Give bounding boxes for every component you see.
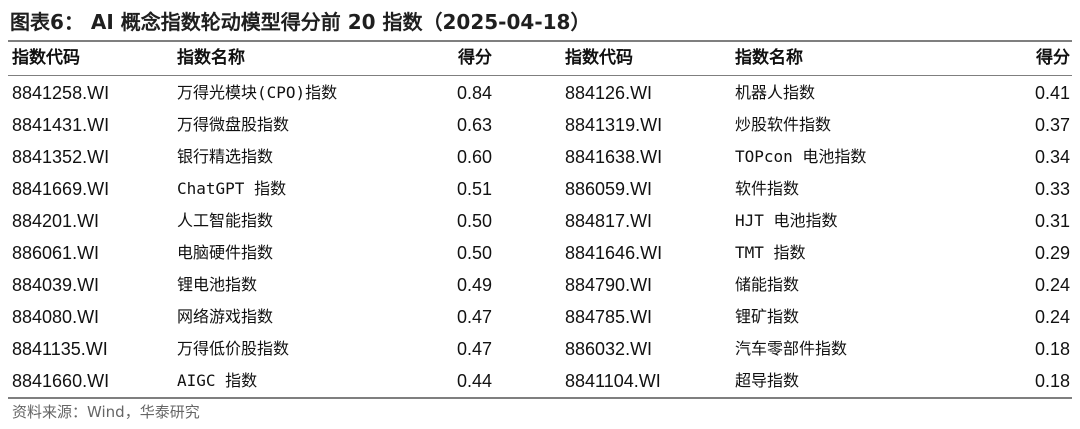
index-score: 0.60 xyxy=(456,147,492,167)
index-score: 0.44 xyxy=(456,371,492,391)
table-row: 8841135.WI 万得低价股指数 0.47 886032.WI 汽车零部件指… xyxy=(0,333,1080,365)
index-score: 0.31 xyxy=(1034,211,1070,231)
header-code-left: 指数代码 xyxy=(12,48,80,68)
index-name: 锂矿指数 xyxy=(735,307,800,326)
index-code: 8841431.WI xyxy=(12,115,110,135)
header-score-left: 得分 xyxy=(458,48,492,68)
index-score: 0.47 xyxy=(456,307,492,327)
table-bottom-rule xyxy=(8,397,1072,399)
table-row: 8841352.WI 银行精选指数 0.60 8841638.WI TOPcon… xyxy=(0,141,1080,173)
index-name: 机器人指数 xyxy=(735,83,816,102)
index-code: 884201.WI xyxy=(12,211,100,231)
index-score: 0.41 xyxy=(1034,83,1070,103)
index-score: 0.33 xyxy=(1034,179,1070,199)
index-score: 0.37 xyxy=(1034,115,1070,135)
index-name: 汽车零部件指数 xyxy=(735,339,848,358)
index-code: 886061.WI xyxy=(12,243,100,263)
index-name: 万得低价股指数 xyxy=(177,339,290,358)
index-code: 8841646.WI xyxy=(565,243,663,263)
index-name: 锂电池指数 xyxy=(177,275,258,294)
header-name-right: 指数名称 xyxy=(735,48,803,68)
index-code: 886059.WI xyxy=(565,179,653,199)
header-score-right: 得分 xyxy=(1036,48,1070,68)
index-score: 0.18 xyxy=(1034,339,1070,359)
source-note: 资料来源：Wind，华泰研究 xyxy=(12,403,200,421)
index-score: 0.49 xyxy=(456,275,492,295)
index-name: 人工智能指数 xyxy=(177,211,274,230)
index-score: 0.24 xyxy=(1034,275,1070,295)
index-name: 网络游戏指数 xyxy=(177,307,274,326)
table-row: 886061.WI 电脑硬件指数 0.50 8841646.WI TMT 指数 … xyxy=(0,237,1080,269)
index-name: 储能指数 xyxy=(735,275,800,294)
index-name: 软件指数 xyxy=(735,179,800,198)
table-header-rule xyxy=(8,75,1072,76)
index-code: 8841319.WI xyxy=(565,115,663,135)
table-row: 8841258.WI 万得光模块(CPO)指数 0.84 884126.WI 机… xyxy=(0,77,1080,109)
index-code: 8841669.WI xyxy=(12,179,110,199)
index-name: ChatGPT 指数 xyxy=(177,179,287,198)
index-score: 0.51 xyxy=(456,179,492,199)
index-name: HJT 电池指数 xyxy=(735,211,838,230)
header-name-left: 指数名称 xyxy=(177,48,245,68)
index-code: 8841258.WI xyxy=(12,83,110,103)
index-score: 0.50 xyxy=(456,243,492,263)
index-name: AIGC 指数 xyxy=(177,371,258,390)
index-score: 0.84 xyxy=(456,83,492,103)
index-name: TMT 指数 xyxy=(735,243,806,262)
index-code: 884790.WI xyxy=(565,275,653,295)
table-row: 884080.WI 网络游戏指数 0.47 884785.WI 锂矿指数 0.2… xyxy=(0,301,1080,333)
index-code: 884785.WI xyxy=(565,307,653,327)
index-code: 8841104.WI xyxy=(565,371,661,391)
index-code: 884126.WI xyxy=(565,83,653,103)
index-name: 万得光模块(CPO)指数 xyxy=(177,83,338,102)
table-row: 8841431.WI 万得微盘股指数 0.63 8841319.WI 炒股软件指… xyxy=(0,109,1080,141)
index-code: 8841638.WI xyxy=(565,147,663,167)
index-name: 超导指数 xyxy=(735,371,800,390)
table-top-rule xyxy=(8,40,1072,42)
index-code: 886032.WI xyxy=(565,339,653,359)
table-row: 884201.WI 人工智能指数 0.50 884817.WI HJT 电池指数… xyxy=(0,205,1080,237)
header-code-right: 指数代码 xyxy=(565,48,633,68)
index-score: 0.18 xyxy=(1034,371,1070,391)
index-score: 0.24 xyxy=(1034,307,1070,327)
index-name: 电脑硬件指数 xyxy=(177,243,274,262)
table-row: 8841669.WI ChatGPT 指数 0.51 886059.WI 软件指… xyxy=(0,173,1080,205)
index-code: 8841135.WI xyxy=(12,339,108,359)
index-code: 8841352.WI xyxy=(12,147,110,167)
table-row: 8841660.WI AIGC 指数 0.44 8841104.WI 超导指数 … xyxy=(0,365,1080,397)
index-score: 0.29 xyxy=(1034,243,1070,263)
table-row: 884039.WI 锂电池指数 0.49 884790.WI 储能指数 0.24 xyxy=(0,269,1080,301)
index-score: 0.47 xyxy=(456,339,492,359)
index-code: 884080.WI xyxy=(12,307,100,327)
figure-title: 图表6： AI 概念指数轮动模型得分前 20 指数（2025-04-18） xyxy=(10,10,591,34)
index-name: 炒股软件指数 xyxy=(735,115,832,134)
index-score: 0.63 xyxy=(456,115,492,135)
index-name: 万得微盘股指数 xyxy=(177,115,290,134)
index-name: 银行精选指数 xyxy=(177,147,274,166)
index-score: 0.50 xyxy=(456,211,492,231)
index-code: 884039.WI xyxy=(12,275,100,295)
index-score: 0.34 xyxy=(1034,147,1070,167)
index-code: 884817.WI xyxy=(565,211,653,231)
index-name: TOPcon 电池指数 xyxy=(735,147,867,166)
index-code: 8841660.WI xyxy=(12,371,110,391)
